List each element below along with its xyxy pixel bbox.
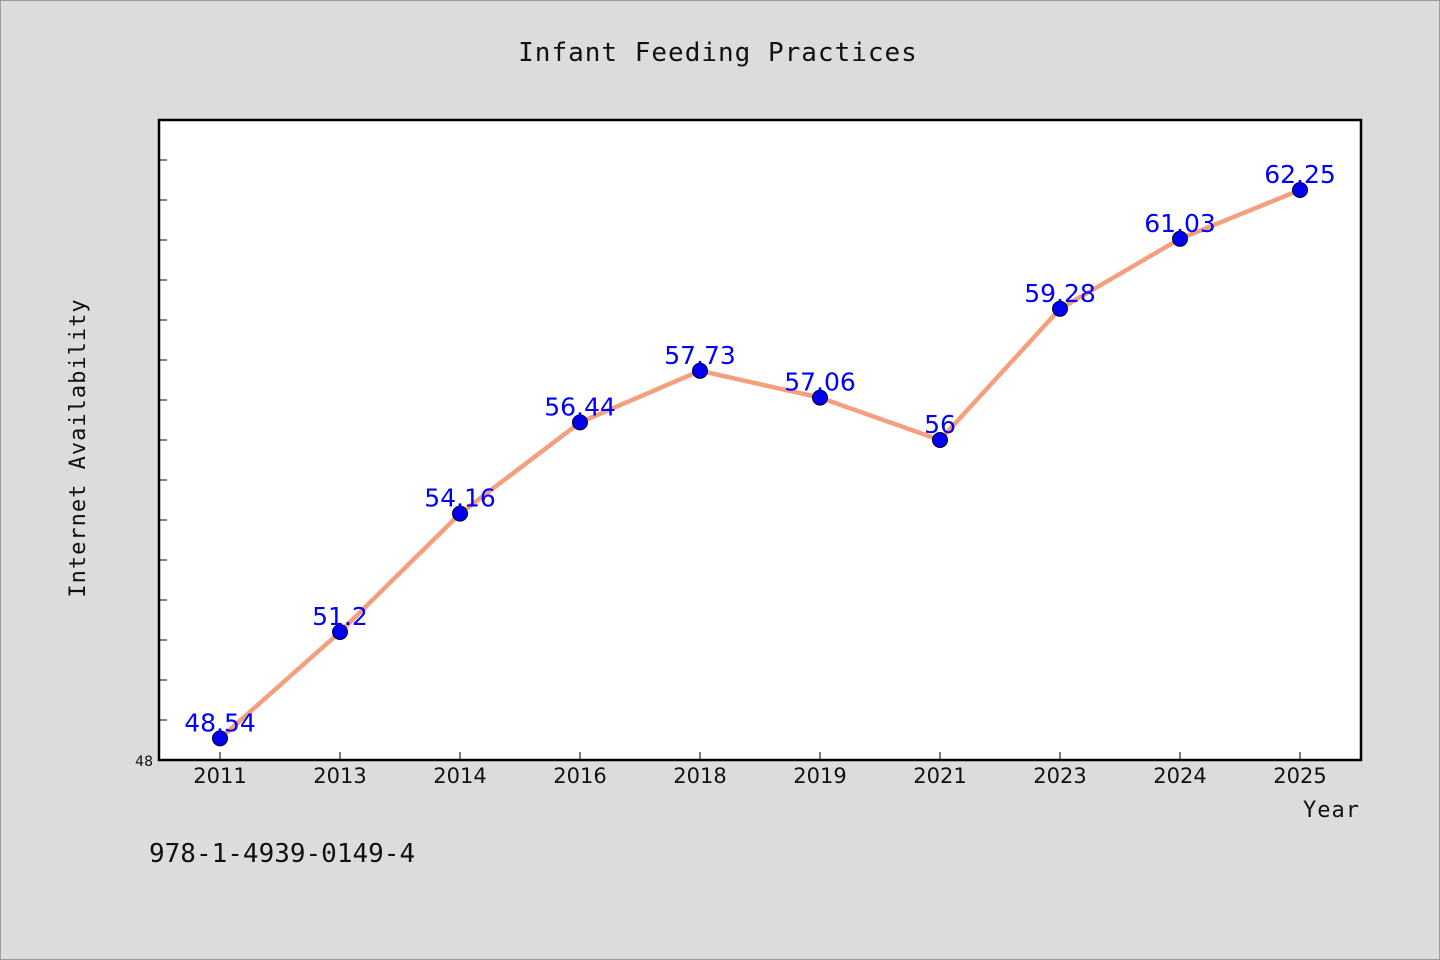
x-tick-label: 2024 (1153, 764, 1206, 788)
x-tick-label: 2021 (913, 764, 966, 788)
data-point (212, 730, 228, 747)
data-label: 51.2 (312, 602, 368, 631)
data-label: 56 (924, 410, 956, 439)
data-label: 54.16 (424, 484, 496, 513)
x-tick-label: 2023 (1033, 764, 1086, 788)
series-markers (212, 182, 1308, 747)
data-label: 61.03 (1144, 209, 1216, 238)
x-tick-label: 2011 (193, 764, 246, 788)
data-labels: 48.54 51.2 54.16 56.44 57.73 57.06 56 59.28 61.0… (184, 160, 1336, 737)
x-tick-label: 2016 (553, 764, 606, 788)
x-axis-ticks (219, 752, 1301, 760)
data-point (572, 414, 588, 431)
data-point (1292, 182, 1308, 198)
plot-area (157, 118, 1363, 762)
x-tick-label: 2019 (793, 764, 846, 788)
data-point (1052, 300, 1068, 317)
x-axis-tick-labels: 2011 2013 2014 2016 2018 2019 2021 2023 2024 2025 (193, 764, 1326, 788)
data-point (332, 624, 348, 640)
x-tick-label: 2014 (433, 764, 486, 788)
x-tick-label: 2018 (673, 764, 726, 788)
data-label: 56.44 (544, 392, 616, 421)
data-point (452, 505, 468, 522)
x-tick-label: 2025 (1273, 764, 1326, 788)
series-line-group (217, 187, 1303, 741)
y-tick-label: 48 (135, 754, 153, 770)
data-point (932, 432, 948, 448)
data-label: 62.25 (1264, 160, 1336, 189)
data-label: 57.06 (784, 368, 856, 397)
data-label: 59.28 (1024, 279, 1096, 308)
data-point (692, 362, 708, 379)
data-point (1172, 230, 1188, 247)
y-axis-title: Internet Availability (66, 298, 91, 597)
data-label: 48.54 (184, 708, 256, 737)
data-label: 57.73 (664, 341, 736, 370)
series-line (217, 187, 1303, 741)
y-axis-ticks (159, 159, 167, 761)
data-point (812, 389, 828, 406)
x-axis-title: Year (1303, 798, 1360, 823)
chart-title: Infant Feeding Practices (518, 38, 918, 68)
x-tick-label: 2013 (313, 764, 366, 788)
isbn-text: 978-1-4939-0149-4 (149, 839, 415, 869)
